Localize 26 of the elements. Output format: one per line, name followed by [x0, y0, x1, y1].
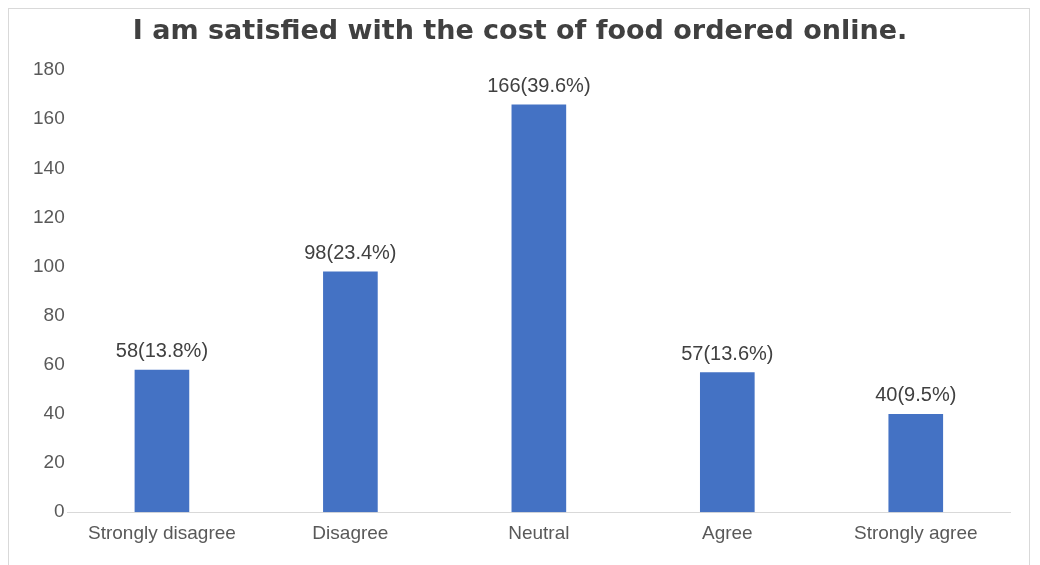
x-tick-label: Neutral [508, 521, 570, 543]
data-label: 98(23.4%) [304, 240, 397, 263]
y-tick-label: 20 [43, 451, 65, 473]
data-label: 58(13.8%) [115, 339, 209, 362]
bar [699, 372, 755, 513]
bar [323, 271, 378, 513]
data-label: 166(39.6%) [487, 73, 591, 96]
chart-title: I am satisfied with the cost of food ordered online. [131, 14, 909, 45]
y-tick-label: 80 [43, 303, 65, 325]
bar [888, 413, 944, 513]
x-tick-label: Strongly agree [853, 521, 978, 543]
x-tick-label: Disagree [312, 521, 389, 543]
y-tick-label: 40 [43, 402, 65, 424]
bar [134, 369, 190, 513]
y-tick-label: 120 [33, 205, 65, 227]
y-tick-label: 60 [43, 353, 65, 375]
y-tick-label: 140 [33, 156, 65, 178]
data-label: 40(9.5%) [875, 383, 957, 406]
y-tick-label: 160 [33, 107, 65, 129]
data-label: 57(13.6%) [681, 341, 774, 364]
y-tick-label: 180 [33, 58, 65, 80]
y-tick-label: 0 [54, 500, 65, 522]
y-tick-label: 100 [33, 254, 65, 276]
bar [511, 104, 567, 513]
x-tick-label: Agree [701, 521, 753, 543]
x-tick-label: Strongly disagree [87, 521, 236, 543]
